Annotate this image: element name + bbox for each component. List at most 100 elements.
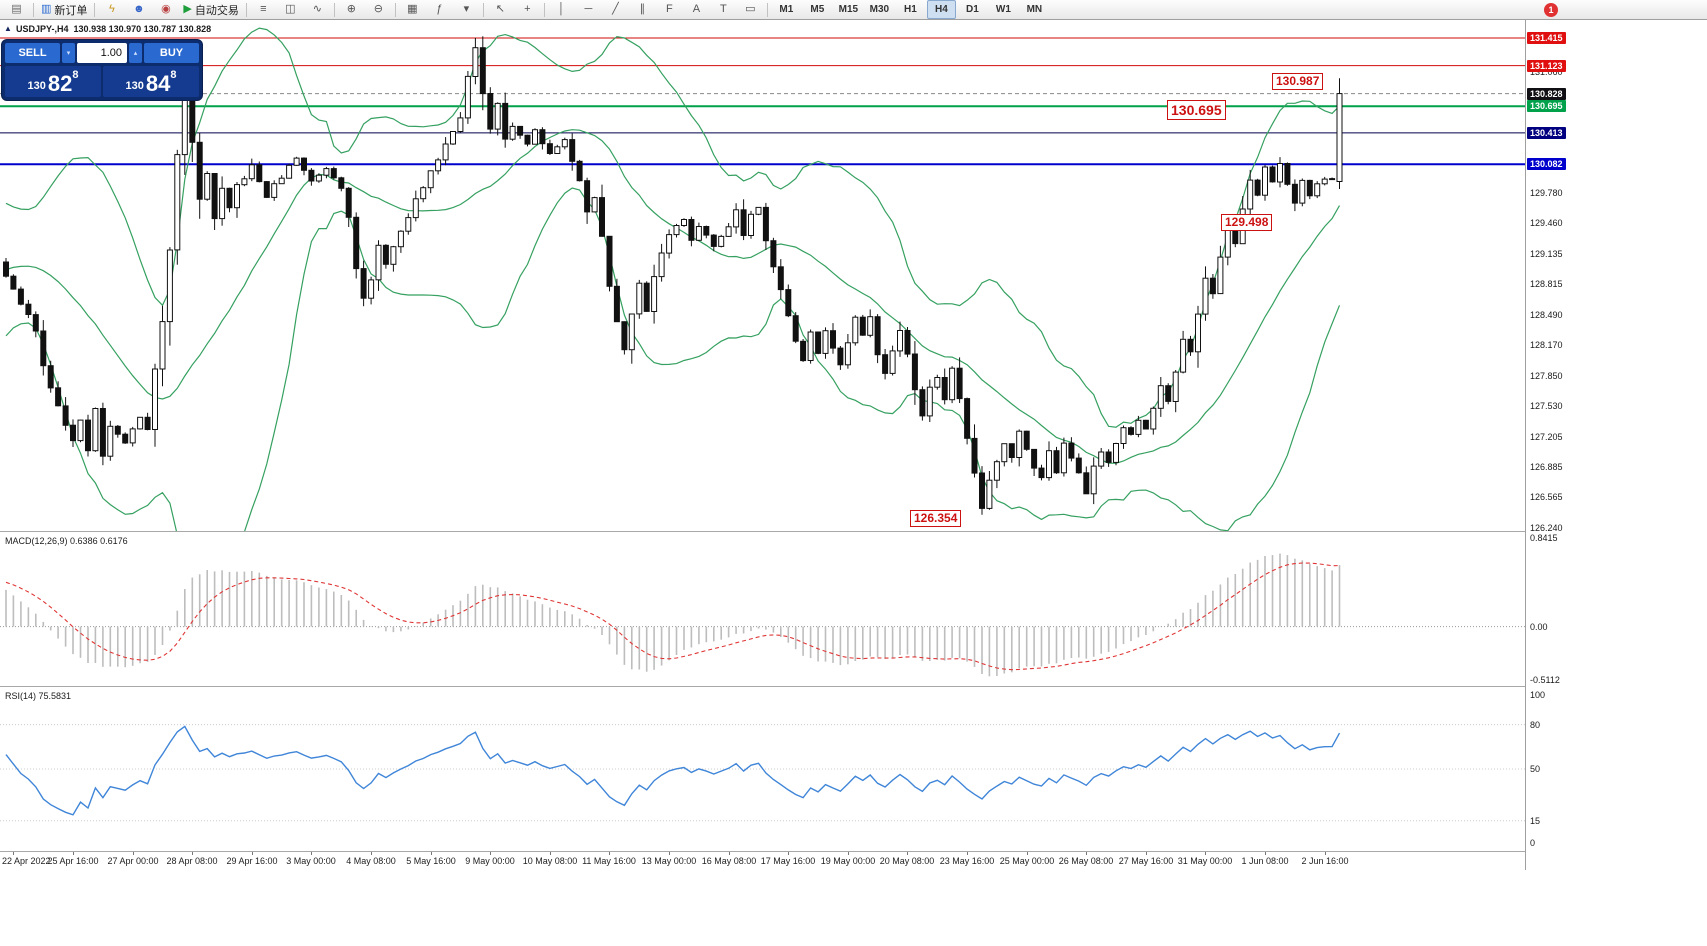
time-axis-tick <box>848 852 849 855</box>
time-axis-tick <box>1265 852 1266 855</box>
time-axis-label: 28 Apr 08:00 <box>166 856 218 866</box>
text-icon[interactable]: A <box>684 0 709 19</box>
time-axis-label: 11 May 16:00 <box>582 856 636 866</box>
price-annotation[interactable]: 130.695 <box>1167 100 1226 120</box>
tf-d1-button[interactable]: D1 <box>965 4 979 15</box>
label-icon: T <box>720 3 727 15</box>
buy-price[interactable]: 130 84 8 <box>103 66 199 97</box>
tf-h4-button[interactable]: H4 <box>926 0 956 19</box>
time-axis-tick <box>788 852 789 855</box>
toolbar-separator <box>333 2 335 17</box>
time-axis-label: 13 May 00:00 <box>641 856 697 866</box>
horizontal-lines <box>0 37 1525 166</box>
bars-chart-icon[interactable]: ≡ <box>251 0 276 19</box>
price-tick-label: 128.170 <box>1530 340 1563 350</box>
templates-dropdown-icon[interactable]: ▾ <box>454 0 479 19</box>
volume-down-button[interactable]: ▾ <box>62 43 75 63</box>
candlestick-chart-icon: ◫ <box>285 3 296 15</box>
volume-up-button[interactable]: ▴ <box>129 43 142 63</box>
price-tick-label: 129.135 <box>1530 249 1563 259</box>
toolbar-separator <box>543 2 545 17</box>
tf-mn-button[interactable]: MN <box>1026 4 1043 15</box>
time-axis-label: 5 May 16:00 <box>406 856 456 866</box>
candlestick-chart-icon[interactable]: ◫ <box>278 0 303 19</box>
macd-name: MACD(12,26,9) <box>5 536 68 546</box>
time-axis-label: 27 Apr 00:00 <box>107 856 159 866</box>
indicators-icon[interactable]: ƒ <box>427 0 452 19</box>
tf-m30-button[interactable]: M30 <box>869 4 890 15</box>
alerts-icon[interactable]: ◉ <box>153 0 178 19</box>
tf-m15-button[interactable]: M15 <box>838 4 859 15</box>
time-axis-tick <box>669 852 670 855</box>
price-tick-label: 127.205 <box>1530 432 1563 442</box>
time-axis-tick <box>550 852 551 855</box>
expert-advisor-icon[interactable]: ϟ <box>99 0 124 19</box>
price-tag-label: 130.082 <box>1527 158 1566 170</box>
channel-icon[interactable]: ∥ <box>630 0 655 19</box>
time-axis-tick <box>1325 852 1326 855</box>
price-annotation[interactable]: 130.987 <box>1272 73 1324 90</box>
horizontal-line-icon[interactable]: ─ <box>576 0 601 19</box>
volume-input[interactable] <box>77 47 127 59</box>
price-tick-label: 128.815 <box>1530 279 1563 289</box>
price-tag-label: 131.123 <box>1527 60 1566 72</box>
rsi-panel-canvas[interactable] <box>0 687 1525 851</box>
macd-scale-label: 0.8415 <box>1530 533 1558 543</box>
crosshair-icon[interactable]: + <box>515 0 540 19</box>
price-tag-label: 130.828 <box>1527 88 1566 100</box>
buy-price-sup: 8 <box>170 69 177 81</box>
macd-value-main: 0.6386 <box>70 536 98 546</box>
sell-price[interactable]: 130 82 8 <box>5 66 101 97</box>
rsi-scale-label: 50 <box>1530 764 1541 774</box>
time-axis-tick <box>490 852 491 855</box>
trendline-icon[interactable]: ╱ <box>603 0 628 19</box>
panel-separator[interactable] <box>0 531 1707 532</box>
chart-window-icon[interactable]: ▤ <box>4 0 29 19</box>
panel-separator[interactable] <box>0 686 1707 687</box>
new-order-button-label: 新订单 <box>54 4 88 17</box>
new-order-button[interactable]: ▥ 新订单 <box>38 0 90 19</box>
collapse-arrow-icon[interactable]: ▲ <box>4 24 12 33</box>
time-axis-label: 16 May 08:00 <box>701 856 757 866</box>
sell-price-big: 82 <box>47 71 73 96</box>
tf-w1-button[interactable]: W1 <box>995 4 1011 15</box>
fibonacci-icon[interactable]: F <box>657 0 682 19</box>
label-icon[interactable]: T <box>711 0 736 19</box>
panel-separator[interactable] <box>0 851 1707 852</box>
time-axis[interactable]: 22 Apr 2022 25 Apr 16:00 27 Apr 00:00 28 Ap… <box>0 852 1525 870</box>
channel-icon: ∥ <box>639 3 646 15</box>
time-axis-label: 19 May 00:00 <box>820 856 876 866</box>
line-chart-icon[interactable]: ∿ <box>305 0 330 19</box>
tf-m5-button[interactable]: M5 <box>810 4 825 15</box>
main-chart-canvas[interactable] <box>0 20 1525 531</box>
sell-price-prefix: 130 <box>27 80 46 92</box>
rsi-levels <box>0 724 1525 822</box>
rsi-label: RSI(14) 75.5831 <box>5 691 71 701</box>
notification-badge[interactable]: 1 <box>1544 3 1558 17</box>
macd-value-signal: 0.6176 <box>100 536 128 546</box>
time-axis-tick <box>1146 852 1147 855</box>
shapes-icon[interactable]: ▭ <box>738 0 763 19</box>
grid-icon[interactable]: ▦ <box>400 0 425 19</box>
toolbar-separator <box>94 2 96 17</box>
vertical-line-icon: │ <box>557 3 565 15</box>
vertical-line-icon[interactable]: │ <box>549 0 574 19</box>
price-tick-label: 126.565 <box>1530 492 1563 502</box>
macd-panel-canvas[interactable] <box>0 532 1525 686</box>
buy-button[interactable]: BUY <box>144 43 199 63</box>
price-annotation[interactable]: 126.354 <box>910 510 962 527</box>
sell-button[interactable]: SELL <box>5 43 60 63</box>
tf-h1-button[interactable]: H1 <box>903 4 917 15</box>
zoom-out-icon[interactable]: ⊖ <box>366 0 391 19</box>
zoom-in-icon[interactable]: ⊕ <box>339 0 364 19</box>
autotrading-button[interactable]: ▶ 自动交易 <box>180 0 241 19</box>
tf-m1-button[interactable]: M1 <box>779 4 794 15</box>
time-axis-tick <box>609 852 610 855</box>
grid-icon: ▦ <box>407 3 418 15</box>
cursor-icon[interactable]: ↖ <box>488 0 513 19</box>
profile-icon[interactable]: ☻ <box>126 0 151 19</box>
time-axis-label: 20 May 08:00 <box>879 856 935 866</box>
time-axis-label: 25 May 00:00 <box>999 856 1055 866</box>
price-axis[interactable]: 131.380131.060129.780129.460129.135128.8… <box>1525 20 1707 870</box>
price-annotation[interactable]: 129.498 <box>1221 214 1273 231</box>
